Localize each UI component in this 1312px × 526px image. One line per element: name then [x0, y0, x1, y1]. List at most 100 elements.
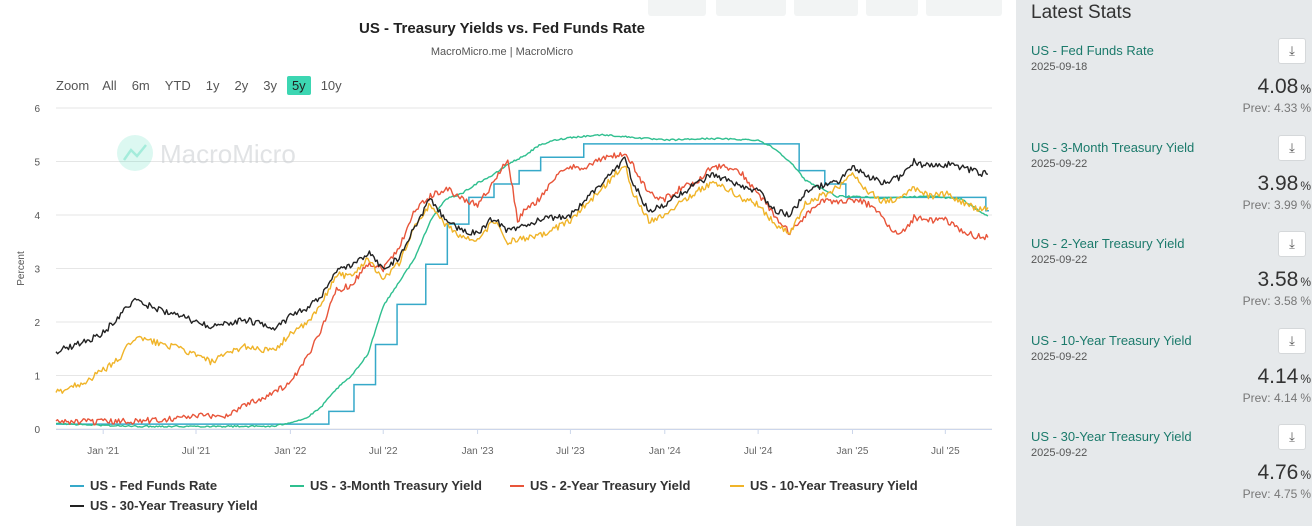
line-chart: 0 1 2 3 4 5 6 Jan '21 Jul '21 Jan '22 Jul '22 Jan '…: [16, 104, 992, 457]
stat-value-unit: %: [1300, 275, 1311, 289]
stat-value-number: 4.76: [1257, 461, 1299, 484]
legend-item[interactable]: US - 3-Month Treasury Yield: [290, 478, 482, 493]
series-line-30-year-yield: [55, 156, 989, 355]
stat-name[interactable]: US - 30-Year Treasury Yield: [1031, 429, 1192, 444]
y-tick-label: 2: [34, 318, 40, 329]
stat-previous-unit: %: [1300, 487, 1311, 501]
y-axis-title: Percent: [16, 251, 27, 286]
x-tick-label: Jul '23: [556, 446, 585, 457]
legend-swatch: [730, 484, 744, 487]
watermark-text: MacroMicro: [160, 139, 296, 169]
download-icon[interactable]: ⤓: [1278, 231, 1306, 257]
stat-previous-text: Prev: 4.75: [1242, 487, 1298, 501]
range-button-3y[interactable]: 3y: [263, 78, 277, 93]
download-icon[interactable]: ⤓: [1278, 38, 1306, 64]
range-button-5y[interactable]: 5y: [286, 76, 311, 95]
toolbar-button-ghost[interactable]: [648, 0, 706, 16]
download-icon[interactable]: ⤓: [1278, 134, 1306, 161]
latest-stats-panel: Latest Stats US - Fed Funds Rate 2025-09-…: [1016, 0, 1312, 526]
x-tick-label: Jul '22: [369, 446, 398, 457]
toolbar-button-ghost[interactable]: [866, 0, 918, 16]
range-selector: Zoom All 6m YTD 1y 2y 3y 5y 10y: [56, 76, 352, 95]
download-icon[interactable]: ⤓: [1278, 327, 1306, 354]
stat-previous-text: Prev: 4.14: [1242, 390, 1298, 405]
x-tick-label: Jul '25: [931, 446, 960, 457]
series-line-fed-funds-rate: [56, 143, 989, 425]
x-tick-label: Jan '21: [87, 446, 119, 457]
y-tick-label: 3: [34, 265, 40, 276]
stat-card: US - 2-Year Treasury Yield 2025-09-22 ⤓ 3.5…: [1031, 231, 1311, 332]
stat-previous-unit: %: [1300, 197, 1311, 212]
legend-label: US - 30-Year Treasury Yield: [90, 498, 258, 513]
legend-item[interactable]: US - 30-Year Treasury Yield: [70, 498, 258, 513]
stat-name[interactable]: US - 10-Year Treasury Yield: [1031, 332, 1192, 348]
stat-date: 2025-09-22: [1031, 447, 1088, 459]
stat-previous-unit: %: [1300, 101, 1311, 115]
stat-value-number: 4.14: [1257, 364, 1299, 388]
stat-value: 3.58%: [1257, 268, 1311, 292]
stat-previous-unit: %: [1300, 294, 1311, 308]
y-tick-label: 0: [34, 425, 40, 436]
x-tick-label: Jan '25: [837, 446, 869, 457]
stat-name[interactable]: US - 3-Month Treasury Yield: [1031, 139, 1195, 155]
chart-title: US - Treasury Yields vs. Fed Funds Rate: [359, 20, 645, 37]
stat-previous: Prev: 3.58%: [1243, 294, 1311, 308]
latest-stats-title: Latest Stats: [1031, 2, 1132, 23]
stat-previous: Prev: 4.75%: [1243, 487, 1311, 501]
x-tick-label: Jan '24: [649, 446, 681, 457]
legend-swatch: [290, 484, 304, 487]
stat-previous-unit: %: [1300, 390, 1311, 405]
x-tick-label: Jul '24: [744, 446, 773, 457]
legend-label: US - 2-Year Treasury Yield: [530, 478, 691, 493]
range-button-all[interactable]: All: [102, 78, 117, 93]
toolbar-button-ghost[interactable]: [716, 0, 786, 16]
stat-value: 4.14%: [1257, 365, 1311, 389]
legend-item[interactable]: US - 10-Year Treasury Yield: [730, 478, 918, 493]
x-tick-label: Jan '22: [274, 446, 306, 457]
x-tick-label: Jul '21: [182, 446, 211, 457]
chart-panel: US - Treasury Yields vs. Fed Funds Rate …: [16, 0, 1002, 513]
y-tick-label: 6: [34, 104, 40, 115]
stat-value-unit: %: [1300, 371, 1311, 386]
stat-value: 3.98%: [1257, 172, 1311, 196]
stat-date: 2025-09-22: [1031, 157, 1088, 170]
range-button-ytd[interactable]: YTD: [164, 78, 191, 93]
y-tick-label: 1: [34, 372, 40, 383]
series-line-10-year-yield: [55, 165, 989, 394]
stat-value: 4.08%: [1257, 75, 1311, 99]
stat-previous: Prev: 3.99%: [1243, 198, 1311, 212]
stat-card: US - 3-Month Treasury Yield 2025-09-22 ⤓ 3.…: [1031, 134, 1311, 236]
y-tick-label: 5: [34, 158, 40, 169]
stat-value-unit: %: [1300, 468, 1311, 482]
chart-subtitle: MacroMicro.me | MacroMicro: [430, 46, 574, 58]
toolbar-button-ghost[interactable]: [794, 0, 858, 16]
toolbar-button-ghost[interactable]: [926, 0, 1002, 16]
watermark-trend-icon: [122, 144, 147, 161]
legend-swatch: [510, 484, 524, 487]
stat-date: 2025-09-22: [1031, 350, 1088, 363]
stat-value-number: 3.58: [1257, 268, 1299, 291]
y-tick-label: 4: [34, 211, 40, 222]
range-button-2y[interactable]: 2y: [234, 78, 249, 93]
stat-card: US - 10-Year Treasury Yield 2025-09-22 ⤓ 4.…: [1031, 327, 1311, 429]
stat-name[interactable]: US - Fed Funds Rate: [1031, 43, 1154, 58]
legend-swatch: [70, 504, 84, 507]
legend-swatch: [70, 484, 84, 487]
range-button-6m[interactable]: 6m: [131, 78, 150, 93]
stat-previous: Prev: 4.14%: [1243, 391, 1311, 405]
series-line-3-month-yield: [55, 133, 989, 428]
legend-label: US - 3-Month Treasury Yield: [310, 478, 482, 493]
range-button-10y[interactable]: 10y: [320, 78, 342, 93]
stat-value-unit: %: [1300, 82, 1311, 96]
stat-previous-text: Prev: 3.58: [1242, 294, 1298, 308]
stat-value-unit: %: [1300, 178, 1311, 193]
zoom-label: Zoom: [56, 78, 90, 93]
range-button-1y[interactable]: 1y: [205, 78, 220, 93]
legend-item[interactable]: US - 2-Year Treasury Yield: [510, 478, 690, 493]
legend-item[interactable]: US - Fed Funds Rate: [70, 478, 217, 493]
stat-previous-text: Prev: 3.99: [1242, 197, 1298, 212]
stat-date: 2025-09-18: [1031, 61, 1088, 73]
stat-name[interactable]: US - 2-Year Treasury Yield: [1031, 236, 1185, 251]
stat-previous: Prev: 4.33%: [1243, 101, 1311, 115]
download-icon[interactable]: ⤓: [1278, 424, 1306, 450]
